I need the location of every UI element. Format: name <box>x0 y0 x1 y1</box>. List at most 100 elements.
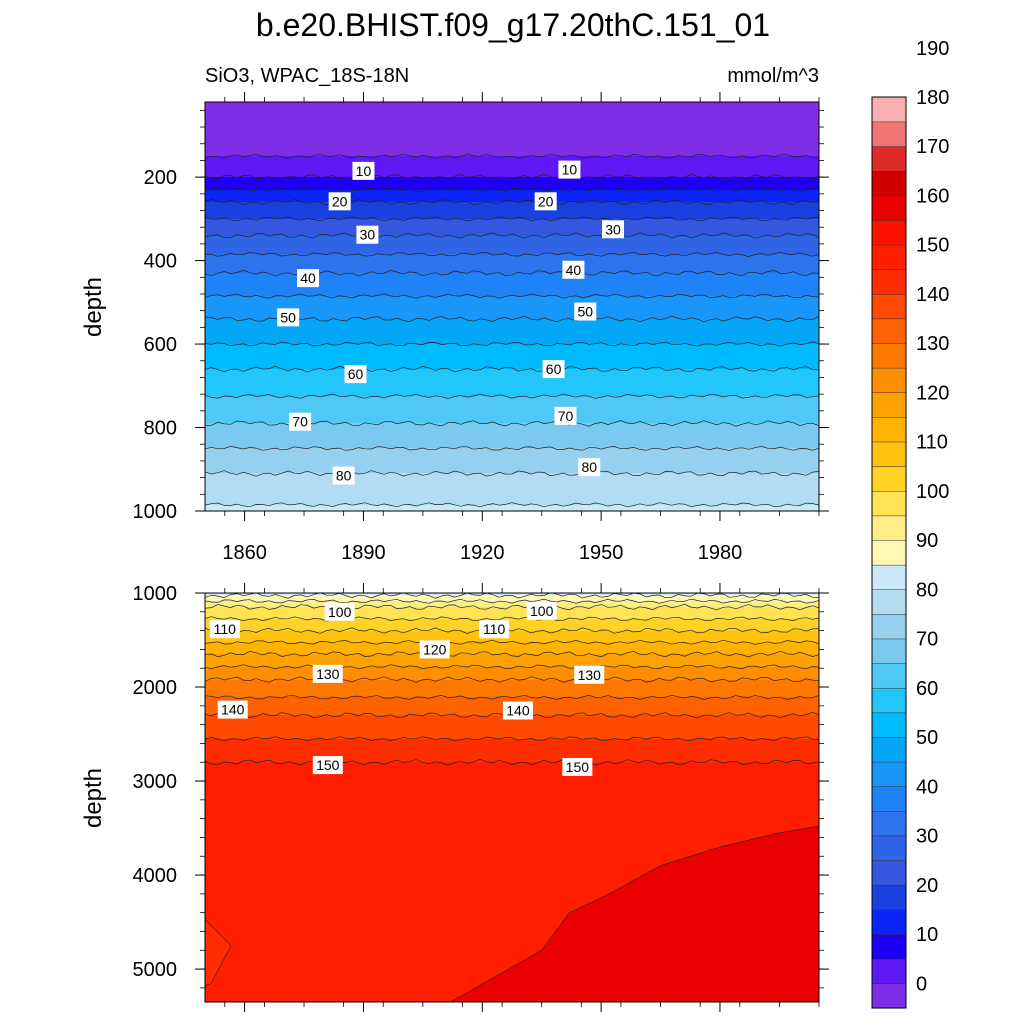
contour-label: 70 <box>554 406 577 425</box>
contour-band <box>205 933 819 935</box>
contour-band <box>205 464 819 466</box>
colorbar-swatch <box>871 810 907 837</box>
contour-band <box>205 170 819 172</box>
contour-band <box>205 741 819 743</box>
contour-band <box>205 690 819 692</box>
contour-band <box>205 916 819 918</box>
contour-label-text: 130 <box>578 667 602 683</box>
contour-band <box>205 355 819 357</box>
contour-line <box>205 759 819 766</box>
contour-label-text: 20 <box>538 193 554 209</box>
contour-band <box>205 952 819 954</box>
contour-band <box>205 153 819 155</box>
contour-band <box>205 836 819 838</box>
contour-band <box>205 948 819 950</box>
contour-band <box>205 476 819 478</box>
contour-band <box>205 485 819 487</box>
colorbar-swatch <box>871 466 907 492</box>
contour-band <box>205 721 819 723</box>
contour-band <box>205 940 819 942</box>
contour-band <box>205 885 819 887</box>
contour-band <box>205 172 819 174</box>
contour-line <box>205 393 819 399</box>
contour-band <box>205 902 819 904</box>
contour-band <box>205 262 819 264</box>
contour-band <box>205 806 819 808</box>
contour-band <box>205 957 819 959</box>
contour-band <box>205 112 819 114</box>
contour-band <box>205 446 819 448</box>
y-tick-label: 5000 <box>133 959 178 981</box>
contour-band <box>205 725 819 727</box>
contour-band <box>205 335 819 337</box>
contour-line <box>205 216 819 222</box>
contour-band <box>205 261 819 263</box>
contour-band <box>205 762 819 764</box>
contour-band <box>205 829 819 831</box>
contour-band <box>205 414 819 416</box>
contour-band <box>205 897 819 899</box>
x-tick-label: 1890 <box>341 542 386 564</box>
contour-band <box>205 637 819 639</box>
contour-band <box>205 775 819 777</box>
contour-line <box>205 187 819 193</box>
colorbar-swatch <box>871 663 907 689</box>
contour-band <box>205 931 819 933</box>
contour-band <box>205 660 819 662</box>
contour-band <box>205 215 819 217</box>
colorbar-swatch <box>871 219 907 246</box>
contour-band <box>205 106 819 108</box>
contour-band <box>205 473 819 475</box>
contour-band <box>205 251 819 253</box>
contour-band <box>205 283 819 285</box>
contour-band <box>205 323 819 325</box>
contour-line <box>205 470 819 477</box>
contour-band <box>205 679 819 681</box>
contour-band <box>205 423 819 425</box>
contour-band <box>205 666 819 668</box>
contour-band <box>205 409 819 411</box>
contour-band <box>205 250 819 252</box>
contour-band <box>205 217 819 219</box>
contour-band <box>205 363 819 365</box>
contour-band <box>205 246 819 248</box>
contour-band <box>205 210 819 212</box>
contour-band <box>205 816 819 818</box>
contour-band <box>205 407 819 409</box>
contour-band <box>205 353 819 355</box>
y-tick-label: 3000 <box>133 771 178 793</box>
contour-band <box>205 292 819 294</box>
contour-band <box>205 288 819 290</box>
contour-band <box>205 142 819 144</box>
y-tick-label: 800 <box>144 418 177 440</box>
contour-band <box>205 386 819 388</box>
contour-band <box>205 482 819 484</box>
contour-band <box>205 650 819 652</box>
contour-band <box>205 889 819 891</box>
contour-band <box>205 196 819 198</box>
contour-band <box>205 749 819 751</box>
contour-band <box>205 755 819 757</box>
contour-band <box>205 680 819 682</box>
colorbar-label: 170 <box>916 136 949 158</box>
contour-band <box>205 620 819 622</box>
contour-band <box>205 858 819 860</box>
contour-band <box>205 419 819 421</box>
contour-band <box>205 306 819 308</box>
contour-band <box>205 460 819 462</box>
contour-band <box>205 486 819 488</box>
contour-band <box>205 206 819 208</box>
contour-band <box>205 315 819 317</box>
contour-band <box>205 920 819 922</box>
colorbar-swatch <box>871 293 907 320</box>
contour-band <box>205 326 819 328</box>
contour-band <box>205 229 819 231</box>
contour-line <box>205 198 819 206</box>
contour-band <box>205 751 819 753</box>
contour-band <box>205 271 819 273</box>
contour-band <box>205 688 819 690</box>
upper-axes: 200 400 600 800 1000 1860 1890 1920 1950 1980 <box>133 92 829 564</box>
contour-band <box>205 168 819 170</box>
contour-band <box>205 428 819 430</box>
contour-band <box>205 484 819 486</box>
